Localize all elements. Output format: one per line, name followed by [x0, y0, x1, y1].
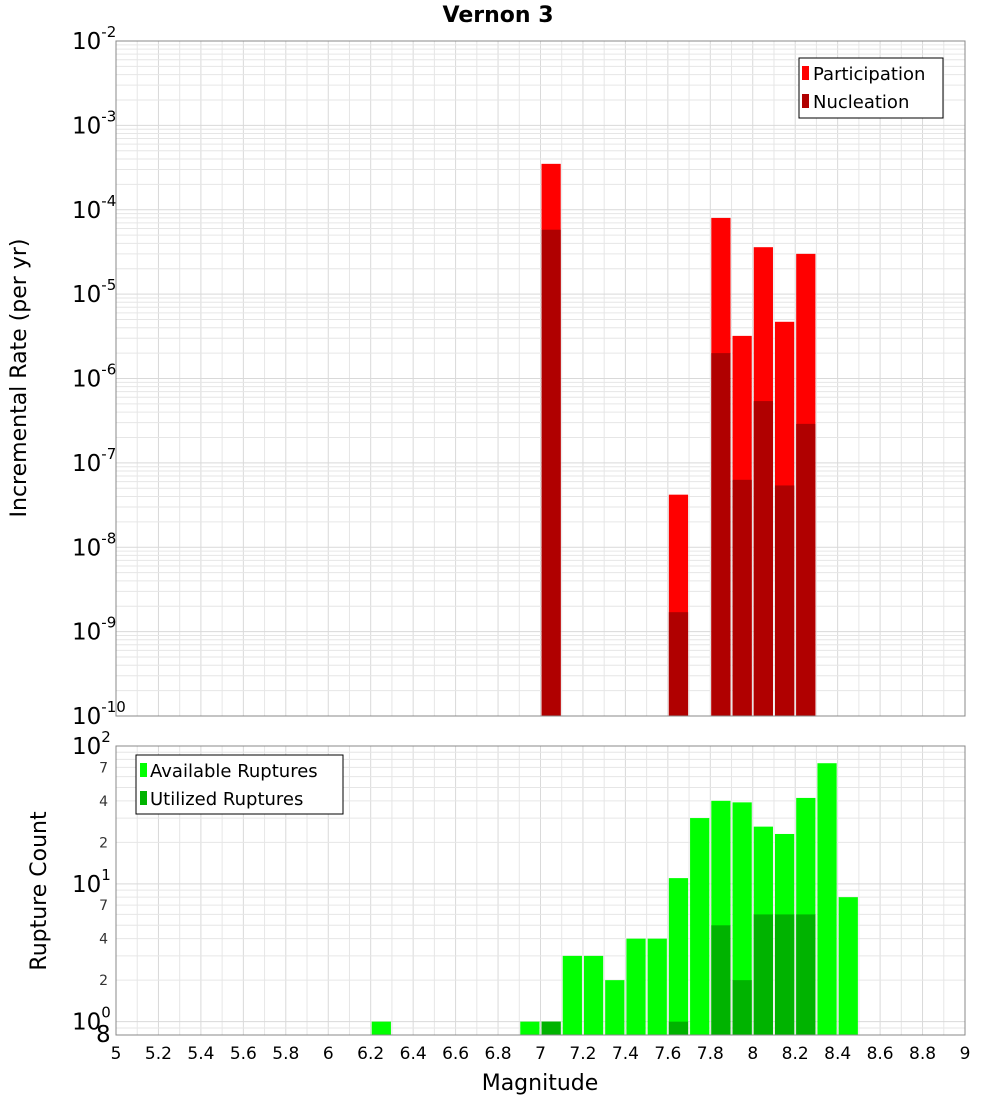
count-legend-box — [135, 754, 344, 815]
x-tick-label: 6 — [323, 1044, 334, 1064]
count-y-axis-label: Rupture Count — [27, 811, 52, 971]
rate-y-tick-label: 10-6 — [72, 361, 116, 393]
legend-available-label: Available Ruptures — [150, 761, 318, 782]
rate-bars — [541, 163, 816, 717]
rate-plot-border — [115, 40, 966, 717]
x-tick-label: 8.8 — [909, 1044, 936, 1064]
x-tick-label: 5.4 — [187, 1044, 214, 1064]
count-bars — [371, 763, 858, 1035]
count-y-minor-tick-label: 2 — [99, 835, 108, 851]
x-tick-label: 5 — [111, 1044, 122, 1064]
count-available-ruptures-bar — [732, 802, 752, 1035]
count-available-ruptures-bar — [838, 897, 858, 1035]
count-utilized-ruptures-bar — [711, 925, 731, 1035]
legend-participation-label: Participation — [813, 64, 925, 85]
count-y-tick-label: 100 — [72, 1004, 111, 1036]
count-available-ruptures-bar — [605, 980, 625, 1035]
count-utilized-ruptures-bar — [796, 914, 816, 1035]
rate-legend-box — [798, 57, 944, 119]
count-available-ruptures-bar — [562, 955, 582, 1035]
rate-y-tick-label: 10-5 — [72, 276, 116, 308]
rate-y-ticks: 10-10 10-9 10-8 10-7 10-6 10-5 10-4 10-3 10-2 — [72, 23, 126, 730]
count-utilized-ruptures-bar — [668, 1021, 689, 1035]
count-available-ruptures-bar — [626, 938, 646, 1035]
rate-nucleation-bar — [774, 485, 795, 716]
count-utilized-ruptures-bar — [732, 980, 752, 1035]
rate-panel: 10-10 10-9 10-8 10-7 10-6 10-5 10-4 10-3 10-2 In… — [7, 23, 966, 730]
count-panel: 100 101 102 8 2 4 7 2 4 7 Rupture Count Available… — [27, 728, 970, 1096]
rate-y-tick-label: 10-3 — [72, 107, 116, 139]
rate-nucleation-bar — [753, 401, 773, 716]
x-tick-label: 8 — [747, 1044, 758, 1064]
x-tick-label: 7.4 — [612, 1044, 639, 1064]
rate-y-tick-label: 10-10 — [72, 698, 126, 730]
rate-y-tick-label: 10-9 — [72, 614, 116, 646]
chart-title: Vernon 3 — [443, 3, 554, 28]
legend-available-swatch — [140, 763, 147, 777]
rate-nucleation-bar — [668, 612, 689, 716]
x-tick-label: 9 — [960, 1044, 971, 1064]
x-tick-label: 6.4 — [400, 1044, 427, 1064]
x-tick-label: 6.8 — [485, 1044, 512, 1064]
x-tick-label: 8.6 — [867, 1044, 894, 1064]
count-utilized-ruptures-bar — [774, 914, 795, 1035]
legend-participation-swatch — [802, 66, 809, 80]
count-y-minor-tick-label: 7 — [99, 760, 108, 776]
count-y-minor-tick-label: 4 — [99, 794, 108, 810]
x-tick-label: 7.2 — [569, 1044, 596, 1064]
rate-grid — [115, 41, 966, 717]
x-tick-label: 5.8 — [272, 1044, 299, 1064]
x-tick-label: 5.6 — [230, 1044, 257, 1064]
count-available-ruptures-bar — [520, 1021, 540, 1035]
x-tick-label: 7.6 — [654, 1044, 681, 1064]
count-available-ruptures-bar — [583, 955, 604, 1035]
rate-y-axis-label: Incremental Rate (per yr) — [7, 239, 32, 518]
x-axis-label: Magnitude — [482, 1071, 599, 1096]
rate-y-tick-label: 10-7 — [72, 445, 116, 477]
rate-nucleation-bar — [732, 479, 752, 716]
legend-utilized-swatch — [140, 791, 147, 805]
x-tick-label: 5.2 — [145, 1044, 172, 1064]
x-tick-label: 8.4 — [824, 1044, 851, 1064]
count-y-minor-tick-label: 8 — [96, 1022, 111, 1048]
x-tick-label: 7.8 — [697, 1044, 724, 1064]
count-plot-border — [115, 745, 966, 1036]
count-available-ruptures-bar — [817, 763, 837, 1035]
count-utilized-ruptures-bar — [541, 1021, 561, 1035]
rate-y-tick-label: 10-2 — [72, 23, 116, 55]
count-y-tick-label: 101 — [72, 866, 111, 898]
count-y-ticks: 100 101 102 8 2 4 7 2 4 7 — [72, 728, 111, 1048]
count-available-ruptures-bar — [690, 818, 710, 1035]
count-y-minor-tick-label: 7 — [99, 898, 108, 914]
legend-nucleation-label: Nucleation — [813, 92, 909, 113]
rate-y-tick-label: 10-8 — [72, 529, 116, 561]
count-available-ruptures-bar — [647, 938, 667, 1035]
x-tick-label: 6.2 — [357, 1044, 384, 1064]
rate-nucleation-bar — [541, 229, 561, 717]
count-y-minor-tick-label: 4 — [99, 932, 108, 948]
x-tick-label: 8.2 — [782, 1044, 809, 1064]
count-legend: Available Ruptures Utilized Ruptures — [135, 754, 344, 815]
rate-y-tick-label: 10-4 — [72, 192, 116, 224]
rate-nucleation-bar — [711, 353, 731, 716]
count-y-tick-label: 102 — [72, 728, 111, 760]
legend-nucleation-swatch — [802, 94, 809, 108]
x-tick-label: 7 — [535, 1044, 546, 1064]
count-available-ruptures-bar — [668, 878, 689, 1035]
x-tick-label: 6.6 — [442, 1044, 469, 1064]
legend-utilized-label: Utilized Ruptures — [150, 789, 303, 810]
x-tick-labels: 5 5.2 5.4 5.6 5.8 6 6.2 6.4 6.6 6.8 7 7.2 7.4 7.6 7.8 8… — [111, 1044, 971, 1064]
rate-nucleation-bar — [796, 423, 816, 716]
count-y-minor-tick-label: 2 — [99, 973, 108, 989]
count-available-ruptures-bar — [371, 1021, 391, 1035]
rate-legend: Participation Nucleation — [798, 57, 944, 119]
count-utilized-ruptures-bar — [753, 914, 773, 1035]
